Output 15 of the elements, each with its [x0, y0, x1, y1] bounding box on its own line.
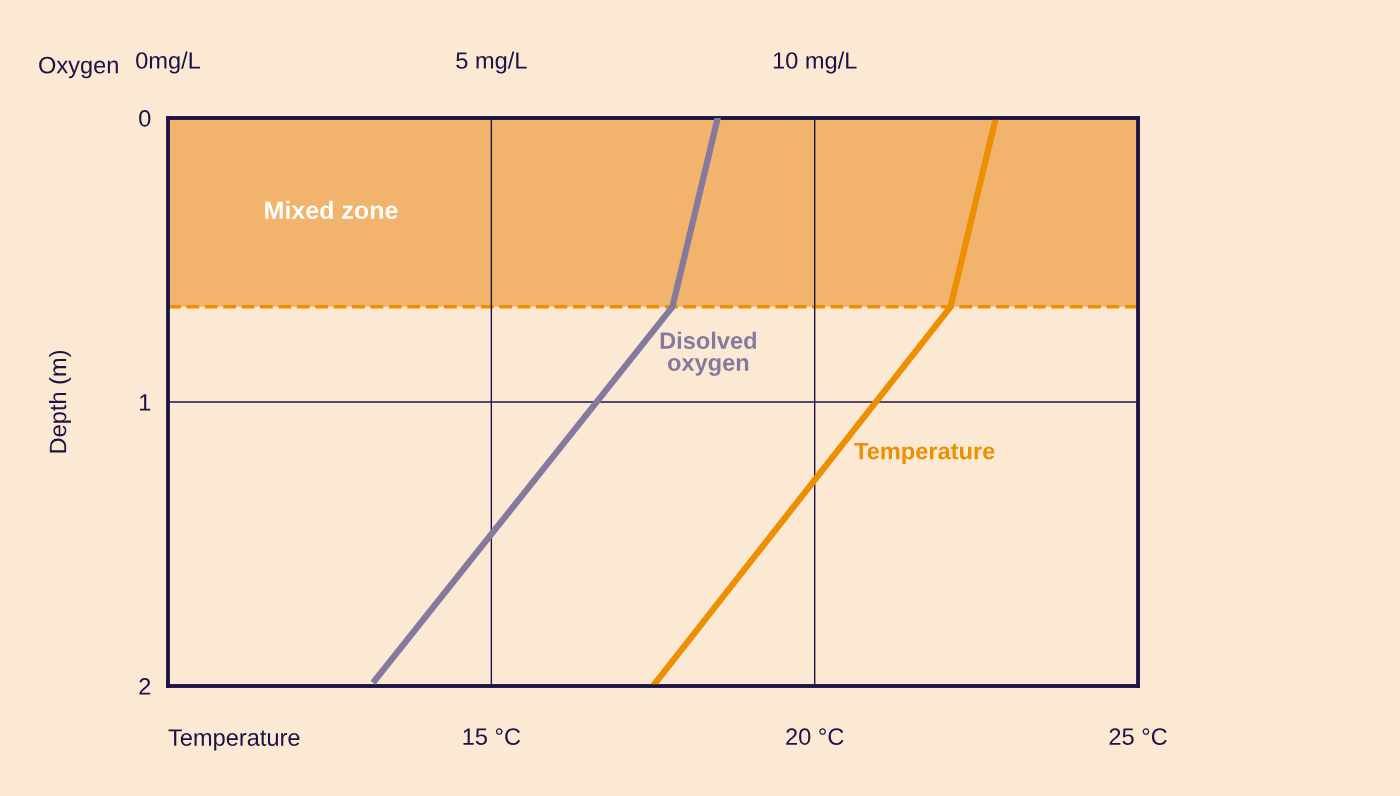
- series-label: Temperature: [854, 442, 995, 465]
- series-label: Disolved oxygen: [660, 331, 756, 376]
- x-tick-label: 20 °C: [786, 728, 844, 745]
- y-tick-label: 2: [139, 678, 151, 695]
- x2-tick-label: 10 mg/L: [773, 51, 857, 74]
- y-axis-title: Depth (m): [48, 350, 71, 453]
- x2-axis-title: Oxygen: [39, 56, 118, 79]
- band-label: Mixed zone: [265, 200, 398, 220]
- x-tick-label: 25 °C: [1109, 728, 1167, 745]
- x-tick-label: 15 °C: [463, 728, 521, 745]
- x2-tick-label: 0mg/L: [136, 51, 201, 74]
- x2-tick-label: 5 mg/L: [456, 51, 527, 74]
- x-axis-title: Temperature: [168, 729, 300, 751]
- y-tick-label: 0: [139, 110, 151, 127]
- y-tick-label: 1: [140, 394, 151, 411]
